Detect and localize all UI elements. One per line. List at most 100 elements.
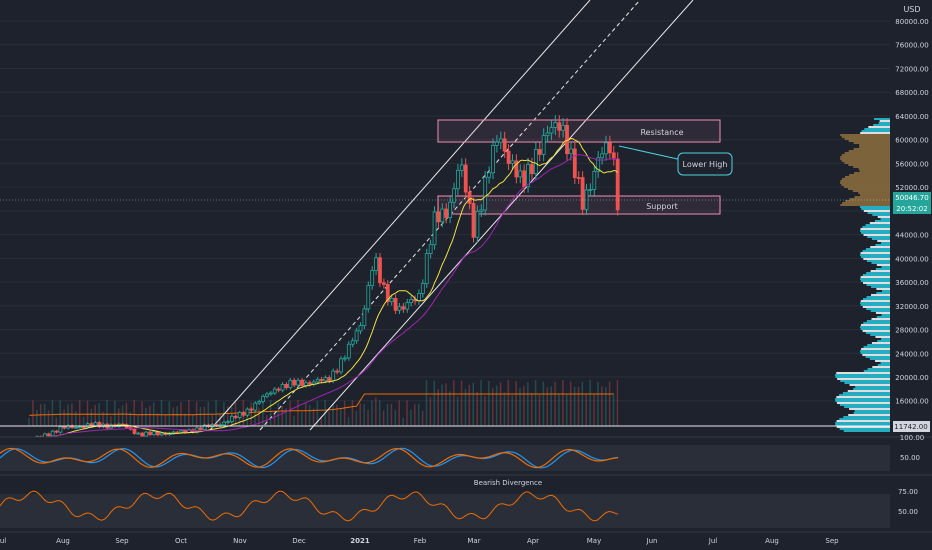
volume-profile-bar [848, 414, 890, 416]
candle-body [202, 424, 207, 430]
volume-profile-bar [860, 256, 890, 258]
volume-bar [121, 405, 124, 426]
rsi-tick-50: 50.00 [898, 508, 918, 516]
y-tick-label: 72000.00 [895, 65, 928, 73]
volume-profile-bar [843, 416, 890, 418]
x-tick-label: Aug [56, 537, 70, 545]
volume-bar [94, 404, 97, 426]
volume-bar [550, 386, 552, 426]
volume-profile-bar [837, 378, 890, 380]
y-tick-label: 20000.00 [895, 374, 928, 382]
volume-profile-bar [863, 322, 890, 324]
volume-profile-bar [862, 226, 890, 228]
volume-profile-bar [863, 282, 890, 284]
volume-profile-bar [860, 230, 890, 232]
candle-body [315, 379, 320, 383]
channel-upper-line[interactable] [209, 0, 591, 431]
candle-body [300, 379, 304, 386]
volume-profile-bar [854, 196, 890, 198]
candle-body [249, 408, 254, 411]
candle-body [584, 189, 589, 210]
volume-profile-bar [840, 134, 890, 136]
volume-bar [67, 404, 69, 426]
volume-bar [371, 400, 373, 426]
volume-bar [359, 403, 361, 426]
volume-profile-bar [867, 344, 890, 346]
x-tick-label: Mar [467, 537, 480, 545]
ma-slow-line [29, 154, 618, 442]
volume-bar [375, 397, 377, 426]
volume-profile-bar [840, 180, 890, 182]
volume-profile-bar [860, 252, 890, 254]
volume-bar [63, 409, 65, 426]
volume-profile-bar [860, 276, 890, 278]
volume-bar [312, 408, 315, 426]
volume-profile [835, 118, 890, 432]
volume-bar [527, 382, 529, 426]
volume-profile-bar [860, 304, 890, 306]
candle-body [319, 379, 324, 382]
channel-mid-line[interactable] [259, 0, 641, 431]
volume-bar [55, 417, 58, 426]
candle-body [335, 370, 340, 373]
volume-profile-bar [863, 234, 890, 236]
lower-high-box[interactable] [677, 152, 733, 176]
volume-bar [262, 401, 264, 426]
candle-body [456, 169, 460, 190]
stoch-d-line [0, 447, 619, 469]
volume-bar [495, 385, 498, 426]
y-tick-label: 36000.00 [895, 279, 928, 287]
volume-profile-bar [871, 342, 890, 344]
candle-body [565, 124, 569, 155]
rsi-line [0, 490, 619, 522]
volume-profile-bar [848, 164, 890, 166]
volume-profile-bar [861, 208, 890, 210]
candle-body [132, 428, 137, 434]
volume-profile-bar [872, 366, 890, 368]
volume-bar [59, 400, 61, 426]
volume-profile-bar [847, 188, 890, 190]
volume-bar [184, 413, 186, 426]
volume-profile-bar [870, 246, 890, 248]
candle-body [600, 153, 604, 159]
candle-body [339, 358, 343, 373]
candle-body [615, 158, 620, 211]
candle-body [237, 412, 242, 418]
volume-bar [484, 395, 486, 426]
candle-body [530, 164, 534, 175]
volume-profile-bar [869, 358, 890, 360]
volume-bar [28, 418, 30, 426]
volume-profile-bar [872, 214, 890, 216]
volume-bar [402, 417, 404, 426]
candle-body [432, 211, 437, 246]
volume-bar [417, 403, 420, 426]
volume-profile-bar [849, 174, 890, 176]
candle-body [97, 422, 102, 428]
volume-profile-bar [835, 422, 890, 424]
channel-lower-line[interactable] [309, 0, 694, 431]
volume-profile-bar [866, 284, 890, 286]
volume-profile-bar [840, 182, 890, 184]
y-tick-label: 56000.00 [895, 160, 928, 168]
x-tick-label: Nov [233, 537, 247, 545]
volume-bar [149, 405, 151, 426]
volume-profile-bar [865, 248, 890, 250]
volume-bar [47, 410, 50, 426]
support-zone[interactable] [437, 195, 721, 215]
candle-body [487, 172, 491, 178]
volume-bar [191, 414, 194, 426]
volume-bar [585, 394, 588, 426]
volume-profile-bar [860, 324, 890, 326]
volume-bar [199, 406, 202, 426]
volume-profile-bar [877, 340, 890, 342]
volume-bar [258, 407, 260, 426]
candle-body [89, 423, 94, 426]
volume-bar [589, 380, 591, 426]
lower-high-callout: Lower High [618, 145, 733, 176]
volume-profile-bar [844, 152, 890, 154]
volume-profile-bar [836, 396, 890, 398]
candle-body [494, 141, 499, 146]
candle-body [417, 293, 421, 302]
volume-profile-bar [864, 128, 890, 130]
